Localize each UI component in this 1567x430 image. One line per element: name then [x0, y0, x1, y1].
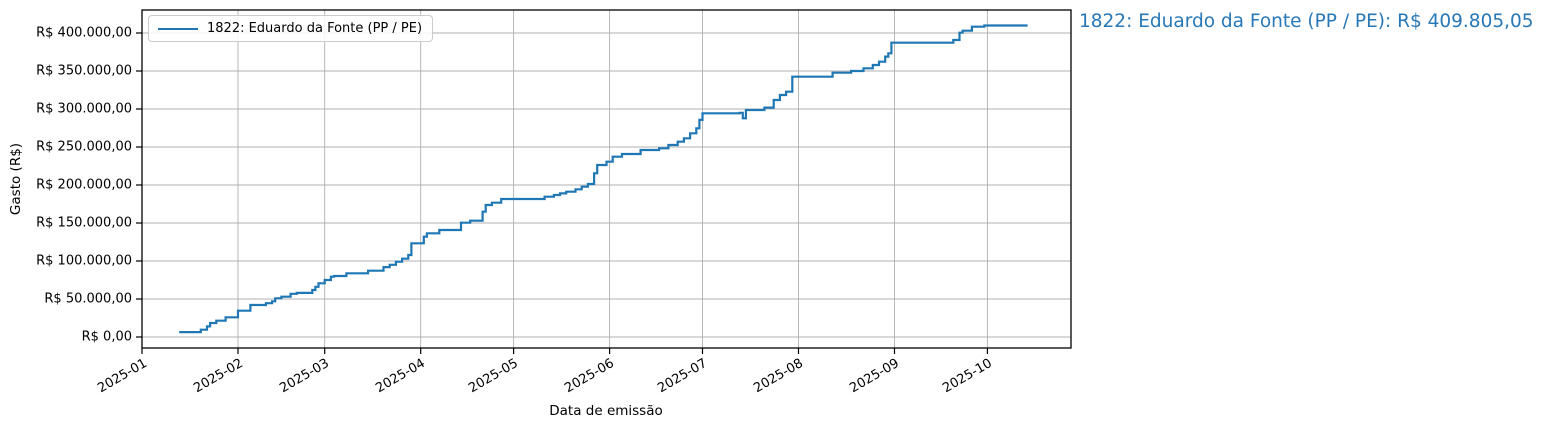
y-axis-title: Gasto (R$)	[8, 142, 24, 216]
y-tick-label: R$ 350.000,00	[36, 63, 132, 79]
x-axis-title: Data de emissão	[549, 403, 663, 419]
y-tick-label: R$ 250.000,00	[36, 139, 132, 155]
axes-frame	[141, 9, 1072, 349]
legend-line-swatch	[158, 27, 198, 30]
y-tick-label: R$ 0,00	[81, 329, 132, 345]
y-tick-label: R$ 200.000,00	[36, 177, 132, 193]
y-tick-label: R$ 400.000,00	[36, 25, 132, 41]
y-tick-label: R$ 150.000,00	[36, 215, 132, 231]
series-total-annotation: 1822: Eduardo da Fonte (PP / PE): R$ 409…	[1079, 11, 1534, 32]
expense-series-line	[179, 24, 1028, 334]
y-tick-label: R$ 100.000,00	[36, 253, 132, 269]
legend-label: 1822: Eduardo da Fonte (PP / PE)	[207, 21, 423, 36]
y-tick-label: R$ 50.000,00	[44, 291, 132, 307]
y-tick-label: R$ 300.000,00	[36, 101, 132, 117]
legend: 1822: Eduardo da Fonte (PP / PE)	[148, 15, 434, 42]
